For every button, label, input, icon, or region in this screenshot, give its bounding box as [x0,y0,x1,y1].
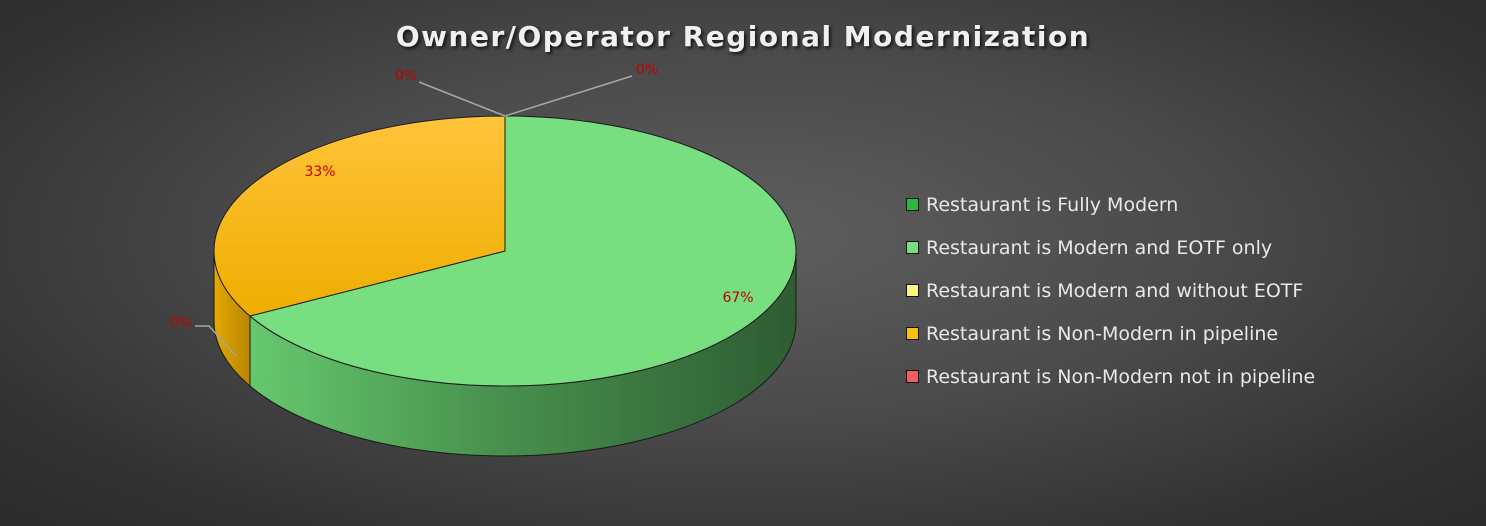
leader-line [504,75,633,117]
chart-title: Owner/Operator Regional Modernization [395,20,1091,53]
legend-label: Restaurant is Modern and EOTF only [926,236,1273,259]
legend-item: Restaurant is Modern and EOTF only [906,226,1315,269]
pie-slice [248,115,797,387]
legend-item: Restaurant is Non-Modern not in pipeline [906,355,1315,398]
leader-line [418,81,506,117]
legend-label: Restaurant is Non-Modern in pipeline [926,322,1279,345]
data-label: 0% [170,315,192,331]
data-label: 33% [304,164,335,180]
legend-item: Restaurant is Modern and without EOTF [906,269,1315,312]
leader-line [195,325,237,357]
pie-slice [213,115,506,317]
legend-label: Restaurant is Modern and without EOTF [926,279,1304,302]
legend-item: Restaurant is Fully Modern [906,183,1315,226]
data-label: 67% [722,290,753,306]
legend-swatch [906,198,919,211]
legend: Restaurant is Fully Modern Restaurant is … [906,183,1315,398]
legend-label: Restaurant is Non-Modern not in pipeline [926,365,1316,388]
legend-label: Restaurant is Fully Modern [926,193,1179,216]
data-label: 0% [395,68,417,84]
legend-swatch [906,241,919,254]
legend-swatch [906,370,919,383]
data-label: 0% [636,62,658,78]
legend-swatch [906,327,919,340]
legend-swatch [906,284,919,297]
legend-item: Restaurant is Non-Modern in pipeline [906,312,1315,355]
